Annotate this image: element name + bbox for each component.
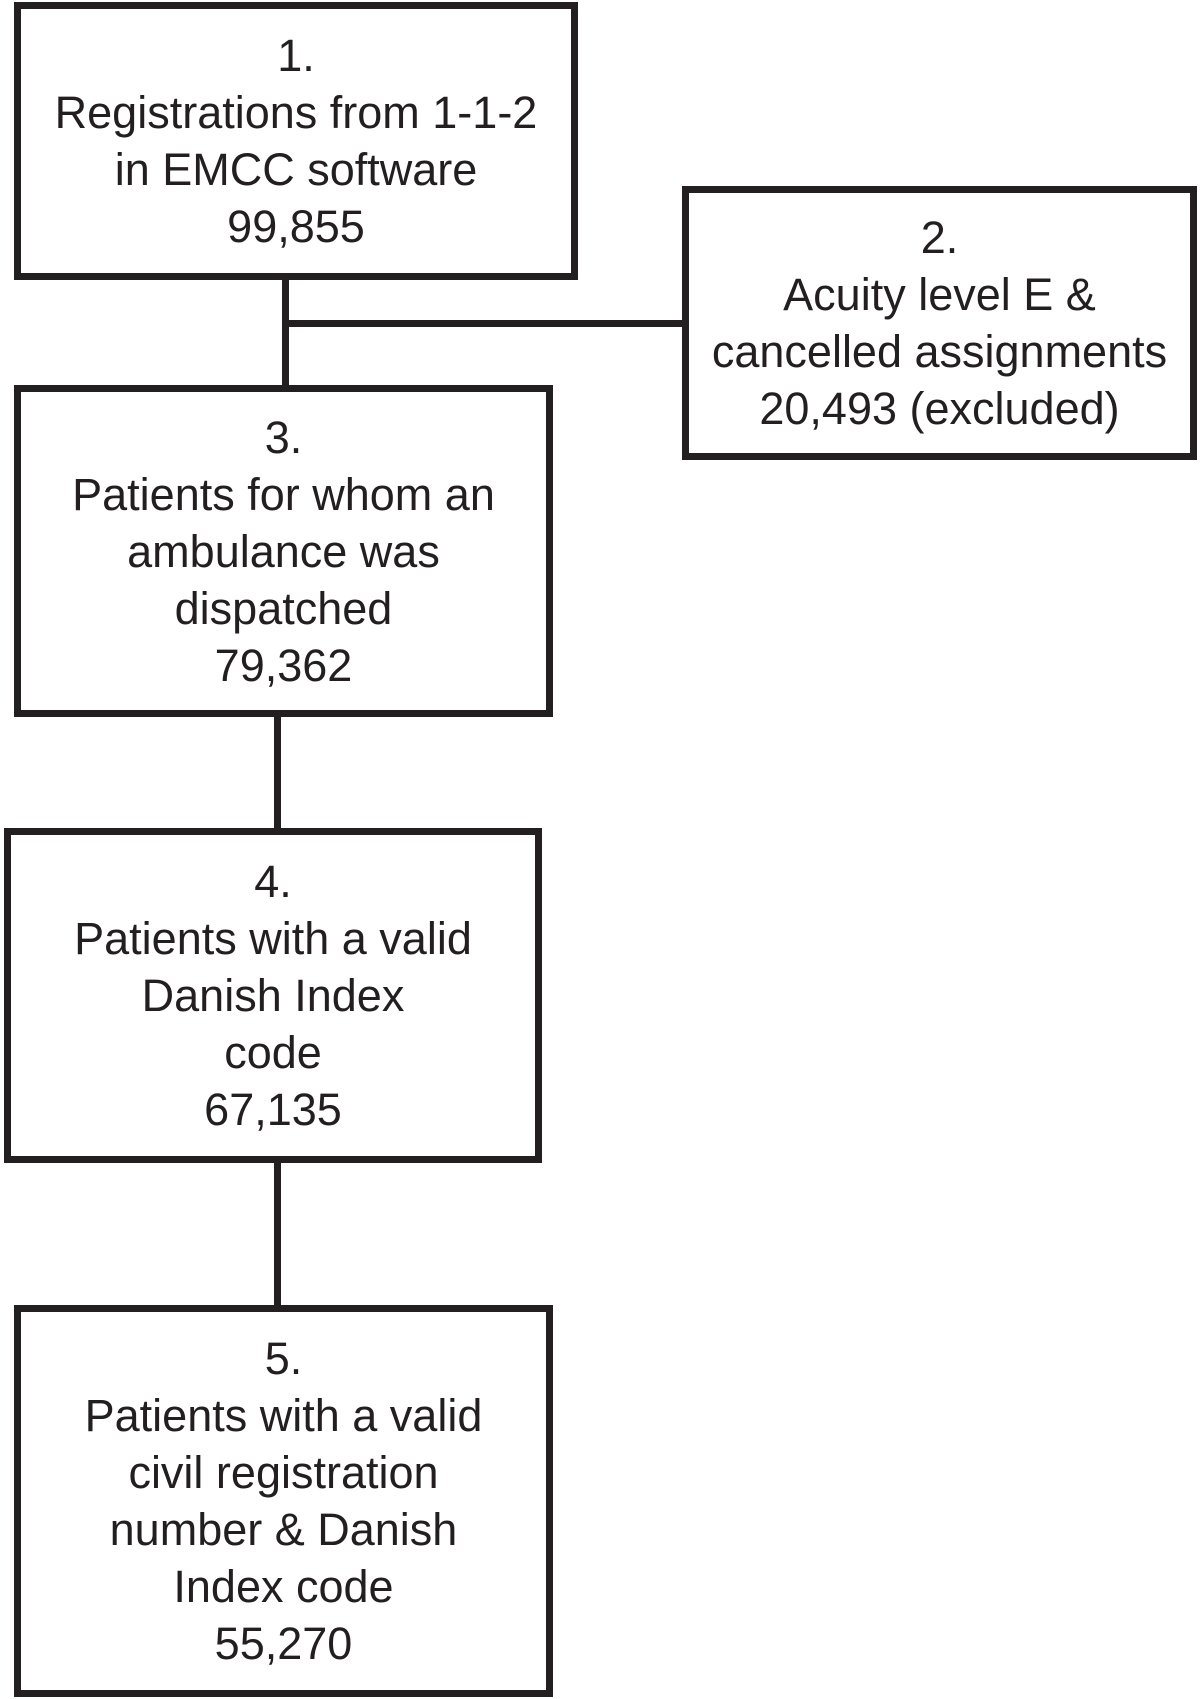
box2-count: 20,493 (excluded)	[759, 383, 1120, 434]
box5-text-line: Patients with a valid	[84, 1390, 483, 1441]
box2-step-number: 2.	[920, 212, 959, 263]
box1-text-line: Registrations from 1-1-2	[54, 87, 538, 138]
flow-box-valid-crn-and-index: 5. Patients with a valid civil registrat…	[14, 1305, 553, 1697]
flow-box-excluded: 2. Acuity level E & cancelled assignment…	[682, 186, 1197, 460]
box2-text-line: Acuity level E &	[783, 269, 1096, 320]
flow-box-registrations: 1. Registrations from 1-1-2 in EMCC soft…	[14, 2, 578, 280]
box4-text-line: Patients with a valid	[74, 913, 472, 964]
box5-text-line: Index code	[173, 1561, 394, 1612]
connector-branch-to-box2	[282, 320, 686, 327]
box1-step-number: 1.	[277, 30, 315, 81]
box5-text-line: number & Danish	[109, 1504, 458, 1555]
box4-count: 67,135	[204, 1084, 342, 1135]
box5-step-number: 5.	[264, 1333, 303, 1384]
flow-box-ambulance-dispatched: 3. Patients for whom an ambulance was di…	[14, 385, 553, 717]
box4-step-number: 4.	[254, 856, 292, 907]
box1-text-line: in EMCC software	[114, 144, 478, 195]
connector-box1-to-box3	[282, 270, 289, 392]
box4-text-line: Danish Index	[141, 970, 405, 1021]
box3-step-number: 3.	[264, 411, 303, 463]
box4-text-line: code	[224, 1027, 322, 1078]
box3-count: 79,362	[214, 639, 353, 691]
connector-box3-to-box4	[274, 712, 281, 835]
box3-text-line: Patients for whom an	[72, 468, 495, 520]
box3-text-line: ambulance was	[127, 525, 440, 577]
box5-text-line: civil registration	[128, 1447, 439, 1498]
box5-count: 55,270	[214, 1618, 353, 1669]
box1-count: 99,855	[227, 201, 365, 252]
box2-text-line: cancelled assignments	[711, 326, 1168, 377]
connector-box4-to-box5	[274, 1157, 281, 1312]
box3-text-line: dispatched	[174, 582, 393, 634]
flow-box-valid-danish-index: 4. Patients with a valid Danish Index co…	[4, 828, 542, 1163]
